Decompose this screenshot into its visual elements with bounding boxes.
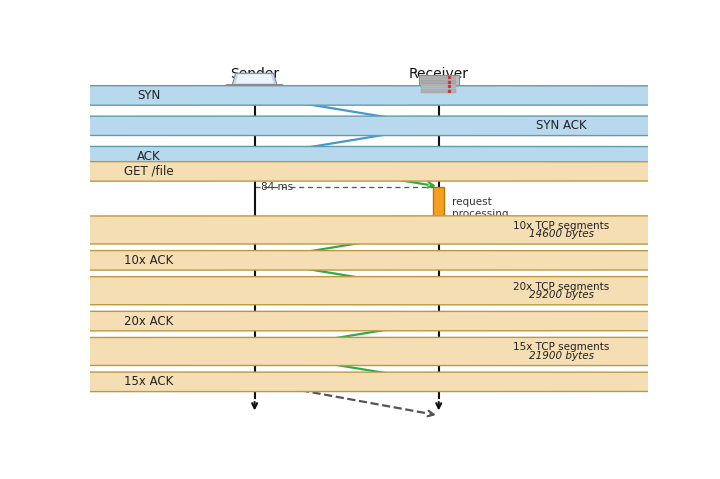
Text: 20x TCP segments: 20x TCP segments [513,282,610,292]
FancyBboxPatch shape [0,337,720,365]
Text: 180 ms: 180 ms [261,285,300,296]
Text: 28 ms: 28 ms [261,121,294,131]
Text: 84 ms: 84 ms [261,182,294,192]
FancyBboxPatch shape [421,85,456,88]
FancyBboxPatch shape [421,89,456,93]
Polygon shape [235,74,274,83]
FancyBboxPatch shape [0,216,720,244]
Text: 15x TCP segments: 15x TCP segments [513,342,610,353]
Text: GET /file: GET /file [124,165,174,178]
Text: 20x ACK: 20x ACK [124,315,174,328]
Text: 0 ms: 0 ms [446,91,471,101]
FancyBboxPatch shape [0,276,720,305]
Text: 10x TCP segments: 10x TCP segments [513,221,610,231]
Text: 124 ms: 124 ms [446,225,484,235]
FancyBboxPatch shape [0,86,720,105]
Text: SYN ACK: SYN ACK [536,119,587,132]
FancyBboxPatch shape [421,76,456,79]
Text: 152 ms: 152 ms [446,255,484,265]
Text: 14600 bytes: 14600 bytes [529,229,594,239]
FancyBboxPatch shape [421,80,456,84]
Text: 236 ms: 236 ms [261,346,300,356]
Text: 21900 bytes: 21900 bytes [529,351,594,361]
FancyBboxPatch shape [0,311,720,331]
Text: 15x ACK: 15x ACK [124,376,174,388]
Text: 208 ms: 208 ms [446,316,484,326]
Text: 29200 bytes: 29200 bytes [529,290,594,300]
FancyBboxPatch shape [0,147,720,166]
Polygon shape [233,73,277,85]
Text: 10x ACK: 10x ACK [124,254,174,267]
Text: Receiver: Receiver [409,67,469,81]
FancyBboxPatch shape [0,372,720,392]
FancyBboxPatch shape [0,251,720,270]
Text: SYN: SYN [137,89,161,102]
FancyBboxPatch shape [0,116,720,136]
Text: Sender: Sender [230,67,279,81]
Text: request
processing: request processing [452,197,508,219]
FancyBboxPatch shape [0,161,720,181]
Text: ACK: ACK [137,150,161,163]
Text: 56 ms: 56 ms [446,151,477,161]
Text: 264 ms: 264 ms [446,377,484,387]
FancyBboxPatch shape [433,187,444,230]
FancyBboxPatch shape [418,75,459,95]
Polygon shape [224,85,285,88]
